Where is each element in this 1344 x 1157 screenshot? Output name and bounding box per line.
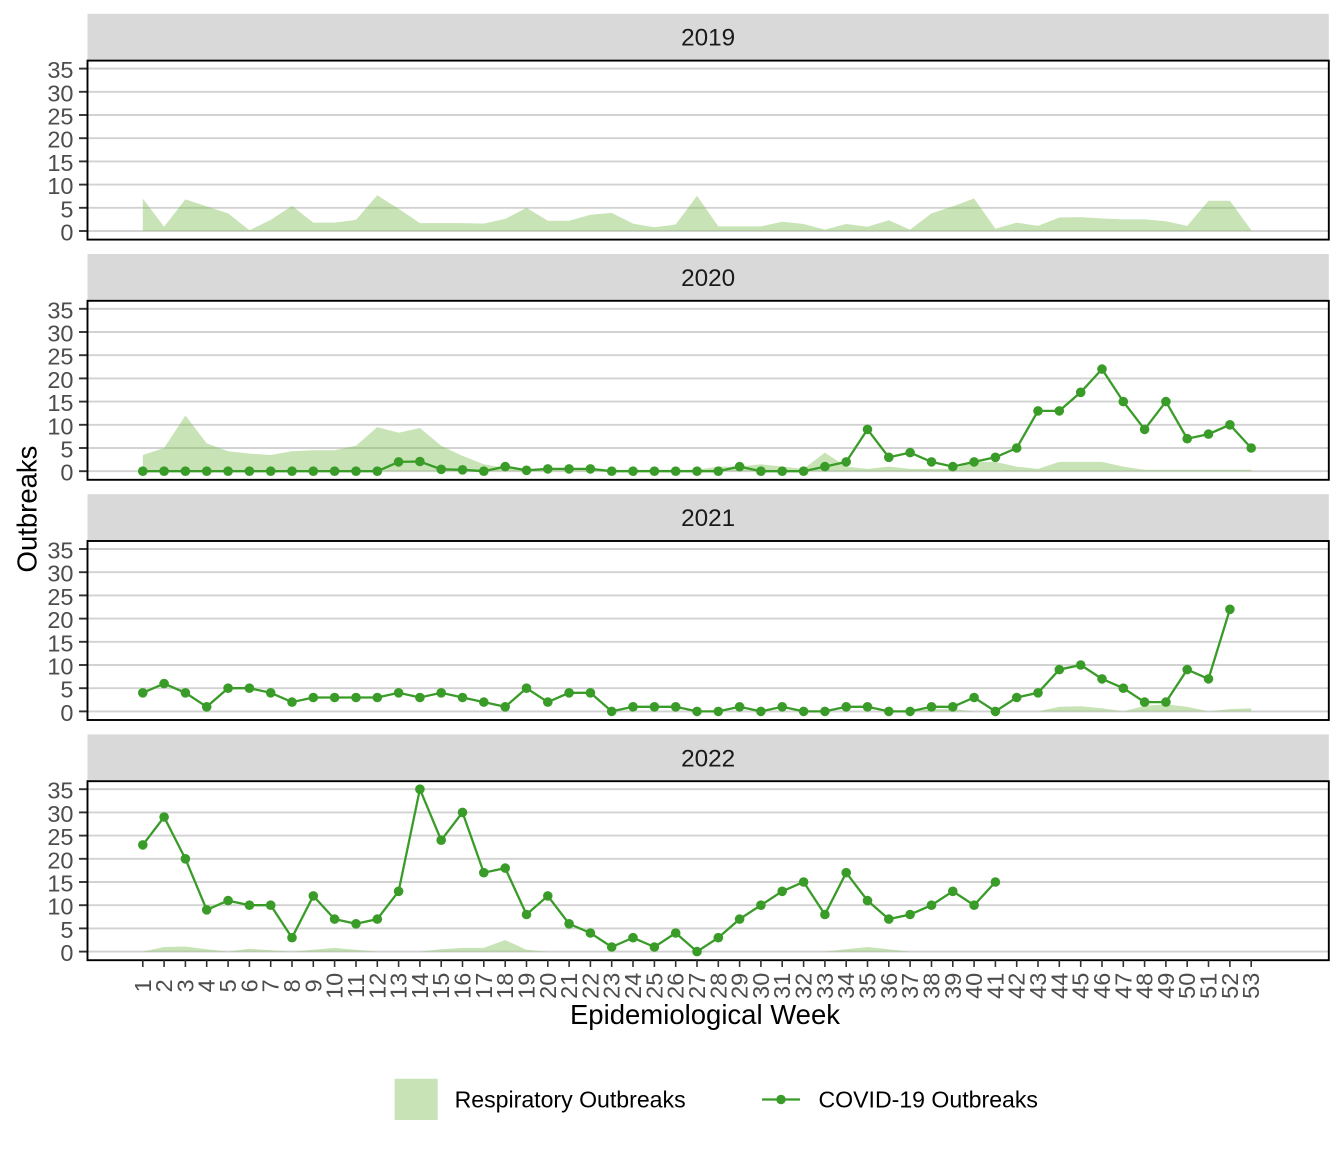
- svg-text:20: 20: [47, 127, 73, 153]
- svg-text:16: 16: [450, 973, 476, 999]
- svg-text:20: 20: [535, 973, 561, 999]
- svg-text:35: 35: [47, 57, 73, 83]
- svg-text:30: 30: [47, 321, 73, 347]
- svg-text:35: 35: [855, 973, 881, 999]
- svg-text:34: 34: [833, 973, 859, 999]
- svg-text:25: 25: [47, 104, 73, 130]
- svg-text:51: 51: [1196, 973, 1222, 999]
- svg-text:26: 26: [663, 973, 689, 999]
- svg-text:Outbreaks: Outbreaks: [12, 446, 43, 573]
- svg-text:20: 20: [47, 367, 73, 393]
- svg-text:24: 24: [620, 973, 646, 999]
- svg-text:19: 19: [514, 973, 540, 999]
- svg-text:8: 8: [279, 979, 305, 992]
- svg-text:32: 32: [791, 973, 817, 999]
- svg-text:11: 11: [343, 974, 369, 998]
- svg-text:2021: 2021: [681, 505, 735, 532]
- svg-text:Epidemiological Week: Epidemiological Week: [570, 999, 840, 1030]
- svg-text:45: 45: [1068, 973, 1094, 999]
- svg-text:25: 25: [47, 584, 73, 610]
- svg-text:2022: 2022: [681, 745, 735, 772]
- svg-text:10: 10: [47, 173, 73, 199]
- svg-text:25: 25: [641, 973, 667, 999]
- svg-text:2020: 2020: [681, 265, 735, 292]
- svg-text:10: 10: [322, 973, 348, 999]
- svg-text:5: 5: [60, 677, 73, 703]
- svg-text:30: 30: [47, 801, 73, 827]
- svg-text:18: 18: [492, 973, 518, 999]
- svg-text:41: 41: [982, 973, 1008, 999]
- svg-text:33: 33: [812, 973, 838, 999]
- svg-text:15: 15: [47, 871, 73, 897]
- svg-text:5: 5: [60, 917, 73, 943]
- svg-text:43: 43: [1025, 973, 1051, 999]
- svg-text:20: 20: [47, 847, 73, 873]
- svg-text:21: 21: [556, 973, 582, 999]
- svg-text:35: 35: [47, 297, 73, 323]
- svg-text:15: 15: [47, 390, 73, 416]
- svg-text:25: 25: [47, 344, 73, 370]
- svg-text:7: 7: [258, 979, 284, 992]
- svg-text:0: 0: [60, 940, 73, 966]
- svg-text:35: 35: [47, 538, 73, 564]
- svg-text:38: 38: [919, 973, 945, 999]
- svg-text:17: 17: [471, 973, 497, 999]
- svg-text:40: 40: [961, 973, 987, 999]
- svg-text:35: 35: [47, 778, 73, 804]
- svg-text:46: 46: [1089, 973, 1115, 999]
- svg-text:23: 23: [599, 973, 625, 999]
- svg-text:9: 9: [300, 979, 326, 992]
- svg-text:3: 3: [172, 979, 198, 992]
- svg-text:COVID-19 Outbreaks: COVID-19 Outbreaks: [819, 1087, 1038, 1113]
- svg-text:2019: 2019: [681, 25, 735, 52]
- svg-text:30: 30: [47, 561, 73, 587]
- svg-text:0: 0: [60, 220, 73, 246]
- svg-text:14: 14: [407, 973, 433, 999]
- svg-text:39: 39: [940, 973, 966, 999]
- svg-text:4: 4: [194, 979, 220, 992]
- svg-text:25: 25: [47, 824, 73, 850]
- svg-text:13: 13: [386, 973, 412, 999]
- svg-text:5: 5: [215, 979, 241, 992]
- svg-text:52: 52: [1217, 973, 1243, 999]
- svg-text:44: 44: [1046, 973, 1072, 999]
- svg-text:15: 15: [428, 973, 454, 999]
- svg-text:5: 5: [60, 437, 73, 463]
- svg-text:27: 27: [684, 973, 710, 999]
- svg-text:15: 15: [47, 150, 73, 176]
- svg-text:36: 36: [876, 973, 902, 999]
- svg-text:Respiratory Outbreaks: Respiratory Outbreaks: [455, 1087, 686, 1113]
- svg-text:20: 20: [47, 607, 73, 633]
- svg-text:0: 0: [60, 460, 73, 486]
- svg-text:28: 28: [705, 973, 731, 999]
- svg-text:10: 10: [47, 894, 73, 920]
- svg-text:37: 37: [897, 973, 923, 999]
- svg-text:29: 29: [727, 973, 753, 999]
- svg-text:1: 1: [130, 979, 156, 992]
- svg-text:6: 6: [236, 979, 262, 992]
- svg-text:50: 50: [1174, 973, 1200, 999]
- svg-text:10: 10: [47, 654, 73, 680]
- svg-text:22: 22: [577, 973, 603, 999]
- svg-text:30: 30: [748, 973, 774, 999]
- svg-text:53: 53: [1238, 973, 1264, 999]
- svg-text:42: 42: [1004, 973, 1030, 999]
- svg-text:31: 31: [769, 973, 795, 999]
- svg-text:47: 47: [1110, 973, 1136, 999]
- svg-text:15: 15: [47, 630, 73, 656]
- svg-text:30: 30: [47, 80, 73, 106]
- svg-text:5: 5: [60, 196, 73, 222]
- svg-text:48: 48: [1132, 973, 1158, 999]
- svg-text:0: 0: [60, 700, 73, 726]
- svg-text:12: 12: [364, 973, 390, 999]
- svg-text:10: 10: [47, 413, 73, 439]
- svg-text:49: 49: [1153, 973, 1179, 999]
- svg-text:2: 2: [151, 979, 177, 992]
